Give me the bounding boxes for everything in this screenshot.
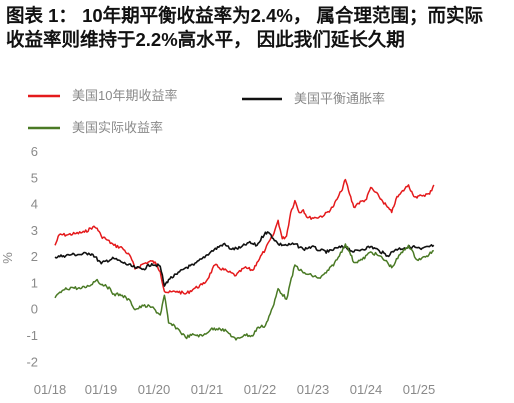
series-line-0 <box>54 178 435 295</box>
legend-label-1: 美国平衡通胀率 <box>294 91 385 106</box>
y-tick-label-6: 4 <box>31 197 38 212</box>
x-tick-label-3: 01/21 <box>191 382 224 397</box>
x-tick-label-2: 01/20 <box>138 382 171 397</box>
legend-label-2: 美国实际收益率 <box>72 120 163 135</box>
title-line-2: 收益率则维持于2.2%高水平， 因此我们延长久期 <box>6 29 405 50</box>
x-tick-label-7: 01/25 <box>403 382 436 397</box>
x-tick-label-4: 01/22 <box>244 382 277 397</box>
y-tick-label-7: 5 <box>31 170 38 185</box>
x-tick-label-6: 01/24 <box>350 382 383 397</box>
y-tick-label-0: -2 <box>26 354 38 369</box>
series-line-2 <box>54 243 435 341</box>
x-tick-label-0: 01/18 <box>34 382 67 397</box>
legend-label-0: 美国10年期收益率 <box>72 88 177 103</box>
y-tick-label-3: 1 <box>31 275 38 290</box>
y-tick-label-8: 6 <box>31 144 38 159</box>
y-axis-label: % <box>0 252 15 264</box>
title-line-1: 图表 1： 10年期平衡收益率为2.4%， 属合理范围；而实际 <box>6 5 483 26</box>
series-line-1 <box>54 231 435 287</box>
y-tick-label-5: 3 <box>31 223 38 238</box>
y-tick-label-4: 2 <box>31 249 38 264</box>
x-tick-label-1: 01/19 <box>85 382 118 397</box>
x-tick-label-5: 01/23 <box>297 382 330 397</box>
y-tick-label-1: -1 <box>26 328 38 343</box>
chart-title: 图表 1： 10年期平衡收益率为2.4%， 属合理范围；而实际 收益率则维持于2… <box>6 4 512 52</box>
y-tick-label-2: 0 <box>31 302 38 317</box>
